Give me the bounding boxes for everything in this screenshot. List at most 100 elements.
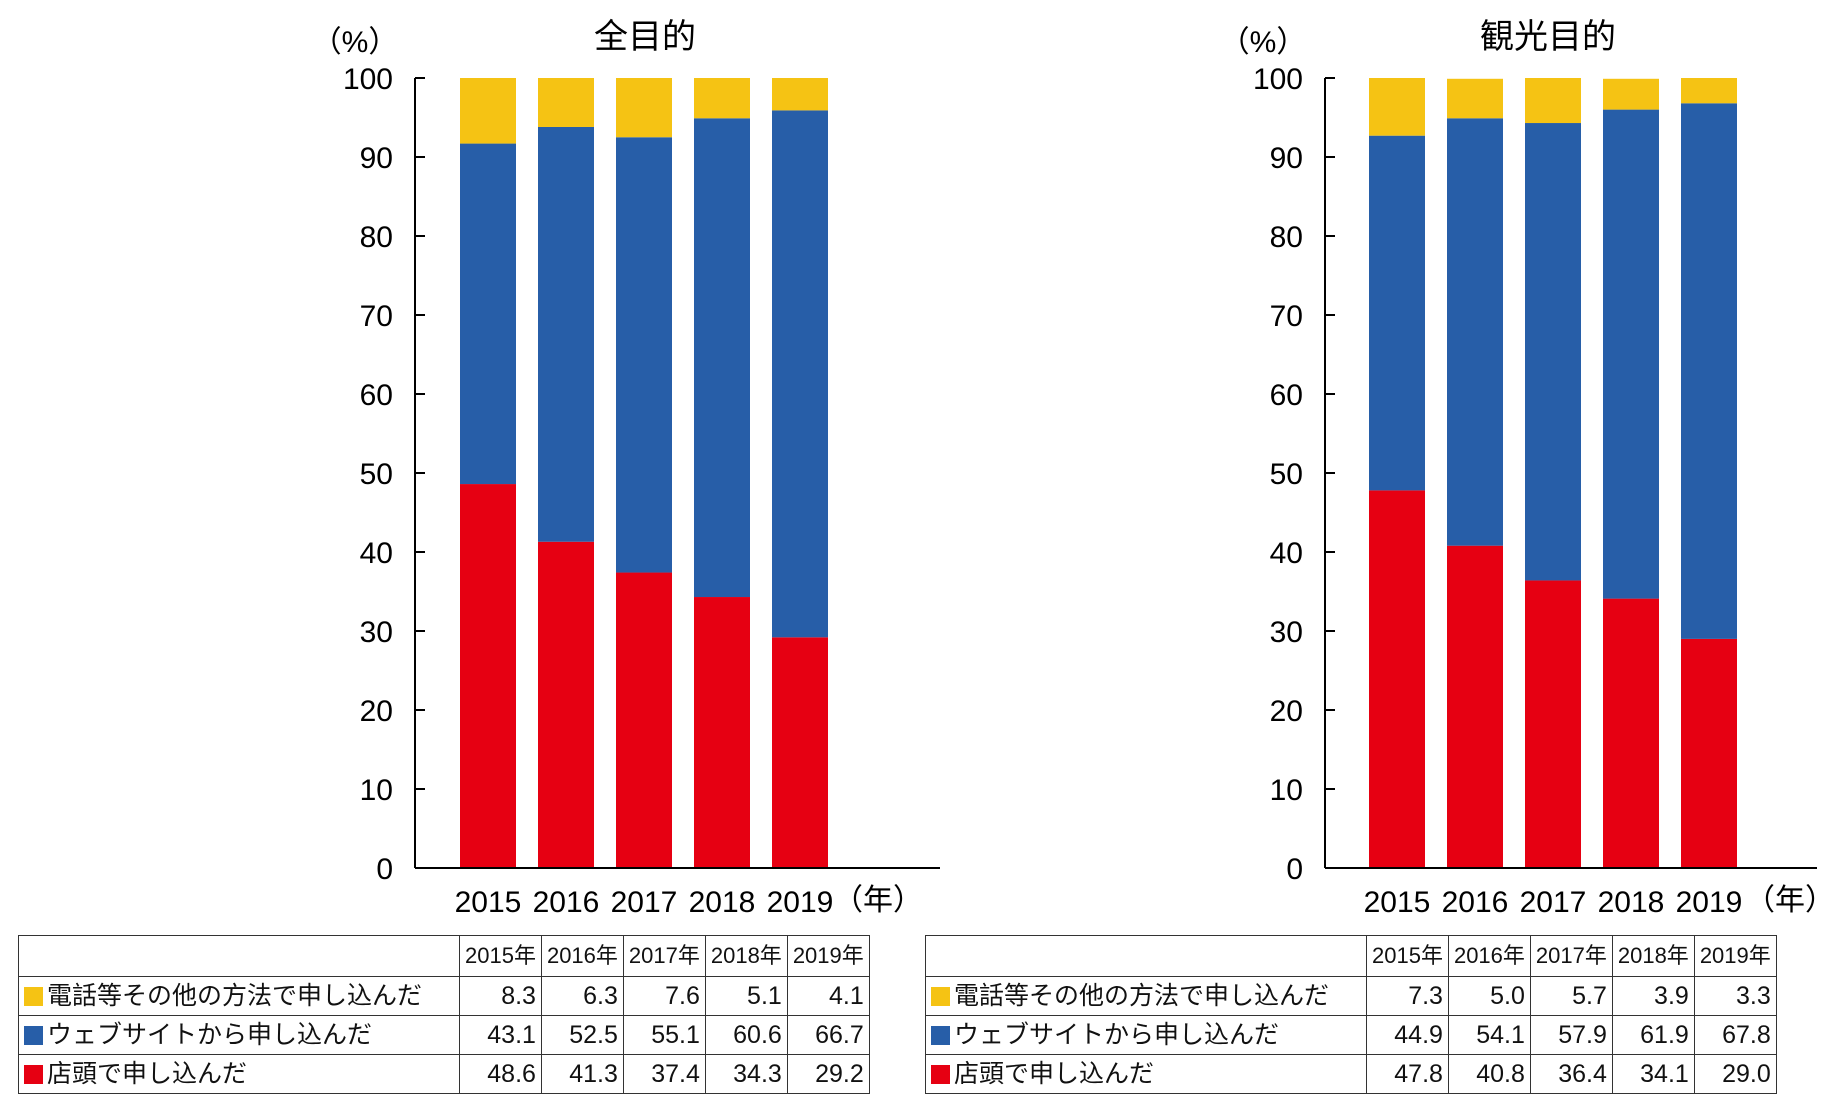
table-header-cell: 2016年: [540, 935, 624, 977]
x-tick-label: 2015: [1364, 886, 1431, 919]
legend-swatch-web: [24, 1026, 43, 1045]
y-tick-label: 20: [1270, 695, 1303, 728]
bar-store-2017: [616, 572, 672, 868]
table-row: ウェブサイトから申し込んだ 44.9 54.1 57.9 61.9 67.8: [925, 1015, 1777, 1055]
y-tick-label: 30: [360, 616, 393, 649]
bar-store-2019: [772, 637, 828, 868]
bar-store-2015: [460, 484, 516, 868]
bar-store-2018: [1603, 598, 1659, 868]
data-table-all-purposes: 2015年 2016年 2017年 2018年 2019年 電話等その他の方法で申し込んだ…: [18, 935, 870, 1094]
y-axis-unit-label: （%）: [1220, 26, 1307, 59]
table-value-cell: 61.9: [1611, 1015, 1695, 1055]
table-row-label: ウェブサイトから申し込んだ: [18, 1015, 460, 1055]
bar-store-2016: [1447, 545, 1503, 868]
table-row-label: 電話等その他の方法で申し込んだ: [925, 976, 1367, 1016]
y-tick-label: 40: [360, 537, 393, 570]
table-value-cell: 47.8: [1366, 1054, 1449, 1094]
table-row: 電話等その他の方法で申し込んだ 8.3 6.3 7.6 5.1 4.1: [18, 976, 870, 1016]
table-value-cell: 34.1: [1611, 1054, 1695, 1094]
table-value-cell: 5.1: [704, 976, 788, 1016]
bar-web-2017: [1525, 123, 1581, 581]
bar-web-2016: [538, 126, 594, 542]
table-row-label: ウェブサイトから申し込んだ: [925, 1015, 1367, 1055]
bar-phone-2018: [1603, 78, 1659, 110]
bar-web-2018: [1603, 109, 1659, 599]
bar-store-2017: [1525, 580, 1581, 868]
legend-swatch-phone: [931, 987, 950, 1006]
table-value-cell: 7.6: [622, 976, 706, 1016]
table-row: 店頭で申し込んだ 47.8 40.8 36.4 34.1 29.0: [925, 1054, 1777, 1094]
bar-phone-2016: [1447, 78, 1503, 119]
legend-swatch-phone: [24, 987, 43, 1006]
table-value-cell: 52.5: [540, 1015, 624, 1055]
y-tick-label: 70: [360, 300, 393, 333]
table-value-cell: 48.6: [459, 1054, 542, 1094]
bar-phone-2015: [460, 78, 516, 144]
y-tick-label: 10: [360, 774, 393, 807]
chart-title: 全目的: [594, 18, 696, 56]
x-axis-unit-label: （年）: [1745, 884, 1832, 917]
bar-store-2019: [1681, 638, 1737, 868]
table-header-row: 2015年 2016年 2017年 2018年 2019年: [925, 935, 1777, 977]
legend-label: 店頭で申し込んだ: [954, 1060, 1155, 1088]
bar-phone-2016: [538, 78, 594, 127]
table-header-row: 2015年 2016年 2017年 2018年 2019年: [18, 935, 870, 977]
legend-swatch-store: [931, 1065, 950, 1084]
y-axis-unit-label: （%）: [312, 26, 399, 59]
y-tick-label: 60: [1270, 379, 1303, 412]
y-tick-label: 0: [376, 853, 393, 886]
table-value-cell: 60.6: [704, 1015, 788, 1055]
x-tick-label: 2015: [455, 886, 522, 919]
y-tick-label: 20: [360, 695, 393, 728]
table-value-cell: 7.3: [1366, 976, 1449, 1016]
x-tick-label: 2018: [689, 886, 756, 919]
table-header-cell: 2015年: [1366, 935, 1449, 977]
bar-store-2015: [1369, 490, 1425, 868]
x-tick-label: 2018: [1598, 886, 1665, 919]
bar-phone-2017: [1525, 78, 1581, 124]
legend-label: ウェブサイトから申し込んだ: [47, 1021, 373, 1049]
table-row-label: 電話等その他の方法で申し込んだ: [18, 976, 460, 1016]
table-row: 電話等その他の方法で申し込んだ 7.3 5.0 5.7 3.9 3.3: [925, 976, 1777, 1016]
bar-web-2018: [694, 118, 750, 598]
table-row-label: 店頭で申し込んだ: [18, 1054, 460, 1094]
bar-phone-2019: [1681, 78, 1737, 104]
table-value-cell: 3.3: [1693, 976, 1777, 1016]
y-tick-label: 80: [1270, 221, 1303, 254]
y-tick-label: 70: [1270, 300, 1303, 333]
table-row-label: 店頭で申し込んだ: [925, 1054, 1367, 1094]
y-tick-label: 60: [360, 379, 393, 412]
y-tick-label: 100: [1253, 63, 1303, 96]
table-row: 店頭で申し込んだ 48.6 41.3 37.4 34.3 29.2: [18, 1054, 870, 1094]
y-tick-label: 40: [1270, 537, 1303, 570]
y-tick-label: 30: [1270, 616, 1303, 649]
bar-phone-2015: [1369, 78, 1425, 136]
table-header-cell: 2018年: [704, 935, 788, 977]
bar-phone-2019: [772, 78, 828, 111]
x-tick-label: 2017: [1520, 886, 1587, 919]
y-tick-label: 0: [1286, 853, 1303, 886]
bar-phone-2018: [694, 78, 750, 119]
table-value-cell: 4.1: [786, 976, 870, 1016]
table-value-cell: 29.0: [1693, 1054, 1777, 1094]
legend-label: 店頭で申し込んだ: [47, 1060, 248, 1088]
table-header-cell: 2019年: [786, 935, 870, 977]
legend-label: 電話等その他の方法で申し込んだ: [47, 982, 423, 1010]
x-tick-label: 2016: [1442, 886, 1509, 919]
chart-title: 観光目的: [1480, 18, 1616, 56]
table-header-cell: 2017年: [622, 935, 706, 977]
table-value-cell: 6.3: [540, 976, 624, 1016]
table-value-cell: 41.3: [540, 1054, 624, 1094]
bar-web-2017: [616, 137, 672, 573]
y-tick-label: 90: [1270, 142, 1303, 175]
y-tick-label: 50: [360, 458, 393, 491]
y-tick-label: 50: [1270, 458, 1303, 491]
y-tick-label: 100: [343, 63, 393, 96]
y-tick-label: 10: [1270, 774, 1303, 807]
x-tick-label: 2019: [767, 886, 834, 919]
table-row: ウェブサイトから申し込んだ 43.1 52.5 55.1 60.6 66.7: [18, 1015, 870, 1055]
table-value-cell: 43.1: [459, 1015, 542, 1055]
table-value-cell: 37.4: [622, 1054, 706, 1094]
legend-label: 電話等その他の方法で申し込んだ: [954, 982, 1330, 1010]
